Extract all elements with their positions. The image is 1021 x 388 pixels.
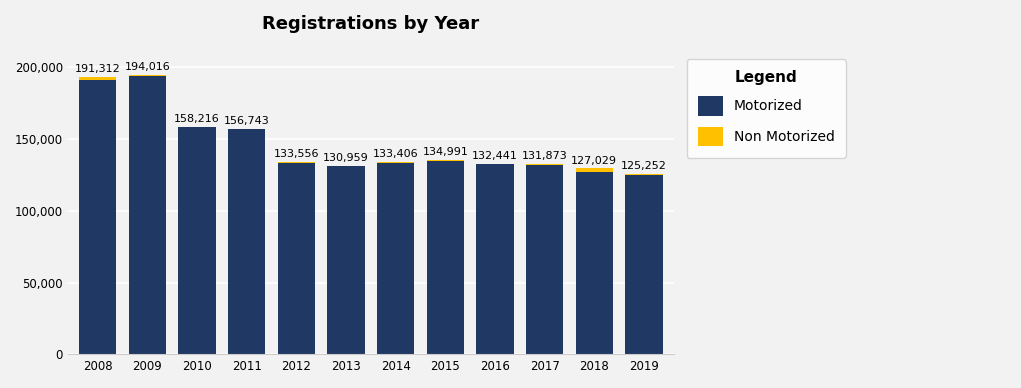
Bar <box>278 162 315 163</box>
Text: 133,406: 133,406 <box>373 149 419 159</box>
Bar <box>526 165 564 355</box>
Bar <box>129 75 166 76</box>
Title: Registrations by Year: Registrations by Year <box>262 15 480 33</box>
Bar <box>129 76 166 355</box>
Text: 127,029: 127,029 <box>571 156 618 166</box>
Bar <box>377 163 415 355</box>
Text: 134,991: 134,991 <box>423 147 469 157</box>
Legend: Motorized, Non Motorized: Motorized, Non Motorized <box>687 59 845 158</box>
Bar <box>228 129 265 355</box>
Bar <box>179 127 215 355</box>
Bar <box>328 166 364 355</box>
Bar <box>576 172 613 355</box>
Bar <box>80 80 116 355</box>
Text: 131,873: 131,873 <box>522 151 568 161</box>
Bar <box>228 128 265 129</box>
Text: 156,743: 156,743 <box>224 116 270 126</box>
Bar <box>625 174 663 175</box>
Text: 130,959: 130,959 <box>323 153 369 163</box>
Text: 125,252: 125,252 <box>621 161 667 171</box>
Bar <box>477 163 514 164</box>
Bar <box>576 168 613 172</box>
Bar <box>278 163 315 355</box>
Text: 133,556: 133,556 <box>274 149 320 159</box>
Text: 194,016: 194,016 <box>125 62 171 72</box>
Bar <box>477 164 514 355</box>
Bar <box>427 161 464 355</box>
Text: 191,312: 191,312 <box>75 64 120 74</box>
Bar <box>427 160 464 161</box>
Bar <box>625 175 663 355</box>
Bar <box>80 77 116 80</box>
Bar <box>179 126 215 127</box>
Text: 158,216: 158,216 <box>175 114 220 124</box>
Bar <box>377 162 415 163</box>
Text: 132,441: 132,441 <box>472 151 518 161</box>
